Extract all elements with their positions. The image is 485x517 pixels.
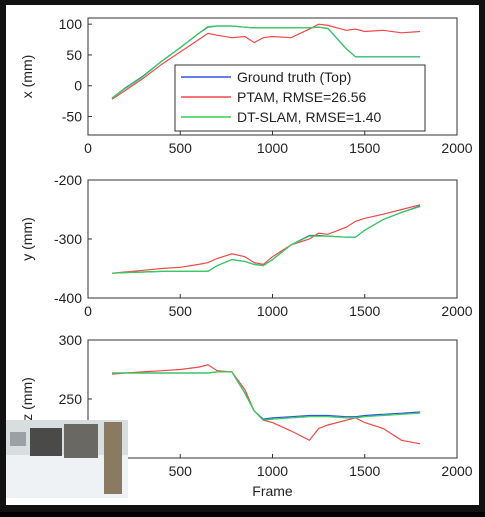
y-tick-label: -400 [54,290,82,306]
photo-inset [6,420,128,498]
y-axis-label: x (mm) [19,55,35,99]
x-tick-label: 0 [84,303,92,319]
data-line [111,206,421,274]
x-tick-label: 1000 [257,463,288,479]
y-axis-label: y (mm) [19,217,35,261]
x-tick-label: 1000 [257,303,288,319]
data-line [111,23,421,100]
photo-tower [104,422,122,494]
x-tick-label: 2000 [441,303,472,319]
y-tick-label: 50 [66,47,82,63]
x-tick-label: 1500 [349,463,380,479]
x-tick-label: 1000 [257,140,288,156]
x-tick-label: 0 [84,140,92,156]
x-tick-label: 2000 [441,140,472,156]
legend-box [174,64,426,132]
legend-label: PTAM, RMSE=26.56 [237,89,367,105]
x-tick-label: 500 [169,303,193,319]
x-tick-label: 1500 [349,303,380,319]
y-tick-label: -300 [54,231,82,247]
x-tick-label: 500 [169,463,193,479]
legend-label: DT-SLAM, RMSE=1.40 [237,109,382,125]
y-tick-label: 300 [59,332,83,348]
data-line [112,371,421,421]
y-tick-label: 0 [74,78,82,94]
data-line [111,204,421,274]
y-tick-label: -200 [54,172,82,188]
x-tick-label: 2000 [441,463,472,479]
data-line [111,25,421,99]
y-tick-label: 100 [59,16,83,32]
x-tick-label: 1500 [349,140,380,156]
photo-block [64,424,98,458]
x-tick-label: 500 [169,140,193,156]
y-tick-label: 250 [59,391,83,407]
x-axis-label: Frame [252,483,293,499]
y-tick-label: -50 [62,109,82,125]
photo-block [10,432,26,446]
y-axis-label: z (mm) [19,377,35,421]
legend-label: Ground truth (Top) [237,69,351,85]
photo-block [30,428,62,456]
